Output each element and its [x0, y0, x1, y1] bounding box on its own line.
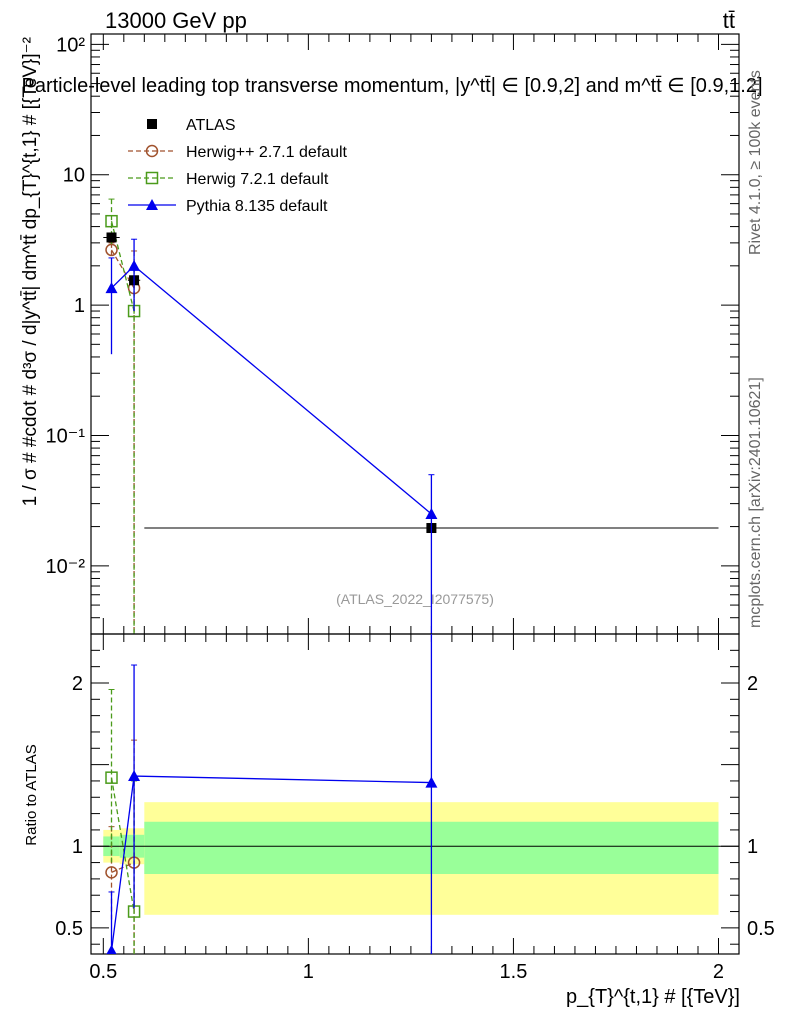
x-tick-label: 1.5: [500, 961, 528, 983]
atlas-series: [103, 232, 719, 534]
herwigpp-marker: [145, 144, 159, 158]
x-tick-label: 1: [303, 961, 314, 983]
main-y-axis-label: 1 / σ # #cdot # d³σ / d|y^tt̄| dm^tt̄ dp…: [20, 37, 41, 506]
x-axis-label: p_{T}^{t,1} # [{TeV}]: [566, 986, 740, 1008]
pythia-series: [105, 238, 438, 634]
ratio-y-tick-label-right: 2: [747, 673, 758, 695]
y-tick-label: 10⁻¹: [46, 425, 86, 447]
herwig7-marker: [145, 171, 159, 185]
ratio-y-tick-label-right: 1: [747, 836, 758, 858]
main-panel: 10⁻² 10⁻¹ 1 10 10²: [46, 33, 740, 635]
ratio-y-tick-label: 0.5: [55, 918, 83, 940]
pythia-marker: [128, 259, 141, 271]
atlas-marker: [147, 119, 157, 129]
herwig7-line: [110, 777, 135, 912]
ratio-y-tick-label: 1: [72, 836, 83, 858]
energy-label: 13000 GeV pp: [105, 8, 247, 33]
pythia-marker: [128, 770, 141, 782]
legend-label-pythia: Pythia 8.135 default: [186, 198, 328, 215]
legend-label-herwig7: Herwig 7.2.1 default: [186, 171, 329, 188]
y-tick-label: 1: [74, 295, 85, 317]
y-tick-label: 10⁻²: [46, 556, 86, 578]
pythia-marker: [146, 199, 158, 210]
ratio-y-axis-label: Ratio to ATLAS: [23, 744, 40, 845]
pythia-marker: [106, 944, 117, 954]
pythia-marker: [425, 776, 438, 788]
herwig7-marker: [105, 771, 118, 784]
herwigpp-marker: [105, 243, 118, 257]
plot-title: Particle-level leading top transverse mo…: [22, 75, 763, 97]
ratio-panel: 0.5 1 1.5 2 0.5 0.5 1 1 2 2: [55, 633, 775, 983]
legend-label-herwigpp: Herwig++ 2.7.1 default: [186, 144, 348, 161]
ratio-y-tick-label-right: 0.5: [747, 918, 775, 940]
atlas-marker: [106, 232, 117, 243]
ratio-bands: [103, 802, 719, 915]
pythia-line: [111, 264, 432, 515]
ratio-y-tick-label: 2: [72, 673, 83, 695]
pythia-marker: [105, 282, 118, 294]
herwig7-marker: [105, 214, 118, 228]
y-tick-label: 10: [63, 165, 85, 187]
x-tick-label: 0.5: [89, 961, 117, 983]
rivet-version-label: Rivet 4.1.0, ≥ 100k events: [747, 70, 764, 255]
x-tick-label: 2: [713, 961, 724, 983]
ratio-frame: [90, 633, 740, 955]
pythia-marker: [425, 507, 438, 519]
y-tick-label: 10²: [56, 34, 85, 56]
process-label: tt̄: [723, 8, 735, 33]
mcplots-label: mcplots.cern.ch [arXiv:2401.10621]: [747, 377, 764, 628]
legend-label-atlas: ATLAS: [186, 117, 236, 134]
legend: ATLAS Herwig++ 2.7.1 default Herwig 7.2.1 …: [128, 117, 348, 215]
pythia-series: [106, 634, 438, 954]
analysis-watermark: (ATLAS_2022_I2077575): [336, 591, 494, 607]
herwigpp-marker: [105, 866, 118, 879]
